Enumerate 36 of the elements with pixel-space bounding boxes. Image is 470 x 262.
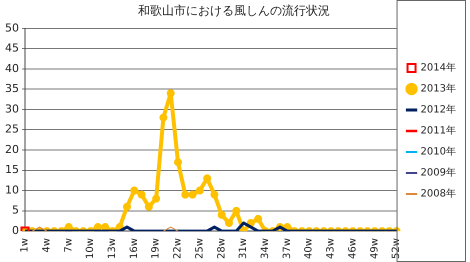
y-tick-label: 35 xyxy=(4,82,19,96)
legend-label: 2011年 xyxy=(420,124,456,137)
legend-label: 2010年 xyxy=(420,146,456,158)
y-tick-label: 30 xyxy=(4,102,19,116)
legend-label: 2014年 xyxy=(420,62,456,74)
y-tick-label: 10 xyxy=(4,183,19,196)
x-tick-label: 22w xyxy=(172,238,184,260)
legend-label: 2009年 xyxy=(420,166,456,179)
x-tick-label: 10w xyxy=(85,238,96,260)
legend-label: 2012年 xyxy=(420,104,456,116)
x-tick-label: 34w xyxy=(260,238,272,260)
x-tick-label: 13w xyxy=(107,238,118,260)
legend-label: 2008年 xyxy=(420,188,456,200)
x-tick-label: 43w xyxy=(326,238,337,260)
y-tick-label: 20 xyxy=(4,142,19,156)
y-tick-label: 15 xyxy=(4,163,19,176)
y-tick-label: 5 xyxy=(12,204,19,217)
x-tick-label: 16w xyxy=(128,238,140,260)
y-tick-label: 25 xyxy=(4,122,19,136)
x-tick-label: 25w xyxy=(194,238,206,260)
x-tick-label: 49w xyxy=(369,238,380,260)
y-tick-label: 0 xyxy=(12,224,19,237)
x-tick-label: 19w xyxy=(150,238,162,260)
y-tick-label: 50 xyxy=(4,21,19,34)
x-tick-label: 1w xyxy=(20,238,31,253)
x-tick-label: 4w xyxy=(41,238,52,253)
x-tick-label: 37w xyxy=(282,238,293,260)
x-tick-label: 40w xyxy=(304,238,315,260)
chart-title: 和歌山市における風しんの流行状況 xyxy=(138,3,330,18)
y-tick-label: 40 xyxy=(4,62,19,75)
x-tick-label: 46w xyxy=(347,238,358,260)
x-tick-label: 31w xyxy=(238,238,250,260)
y-tick-label: 45 xyxy=(4,42,19,55)
x-tick-label: 28w xyxy=(216,238,228,260)
legend-label: 2013年 xyxy=(420,82,456,95)
x-tick-label: 7w xyxy=(63,238,74,253)
